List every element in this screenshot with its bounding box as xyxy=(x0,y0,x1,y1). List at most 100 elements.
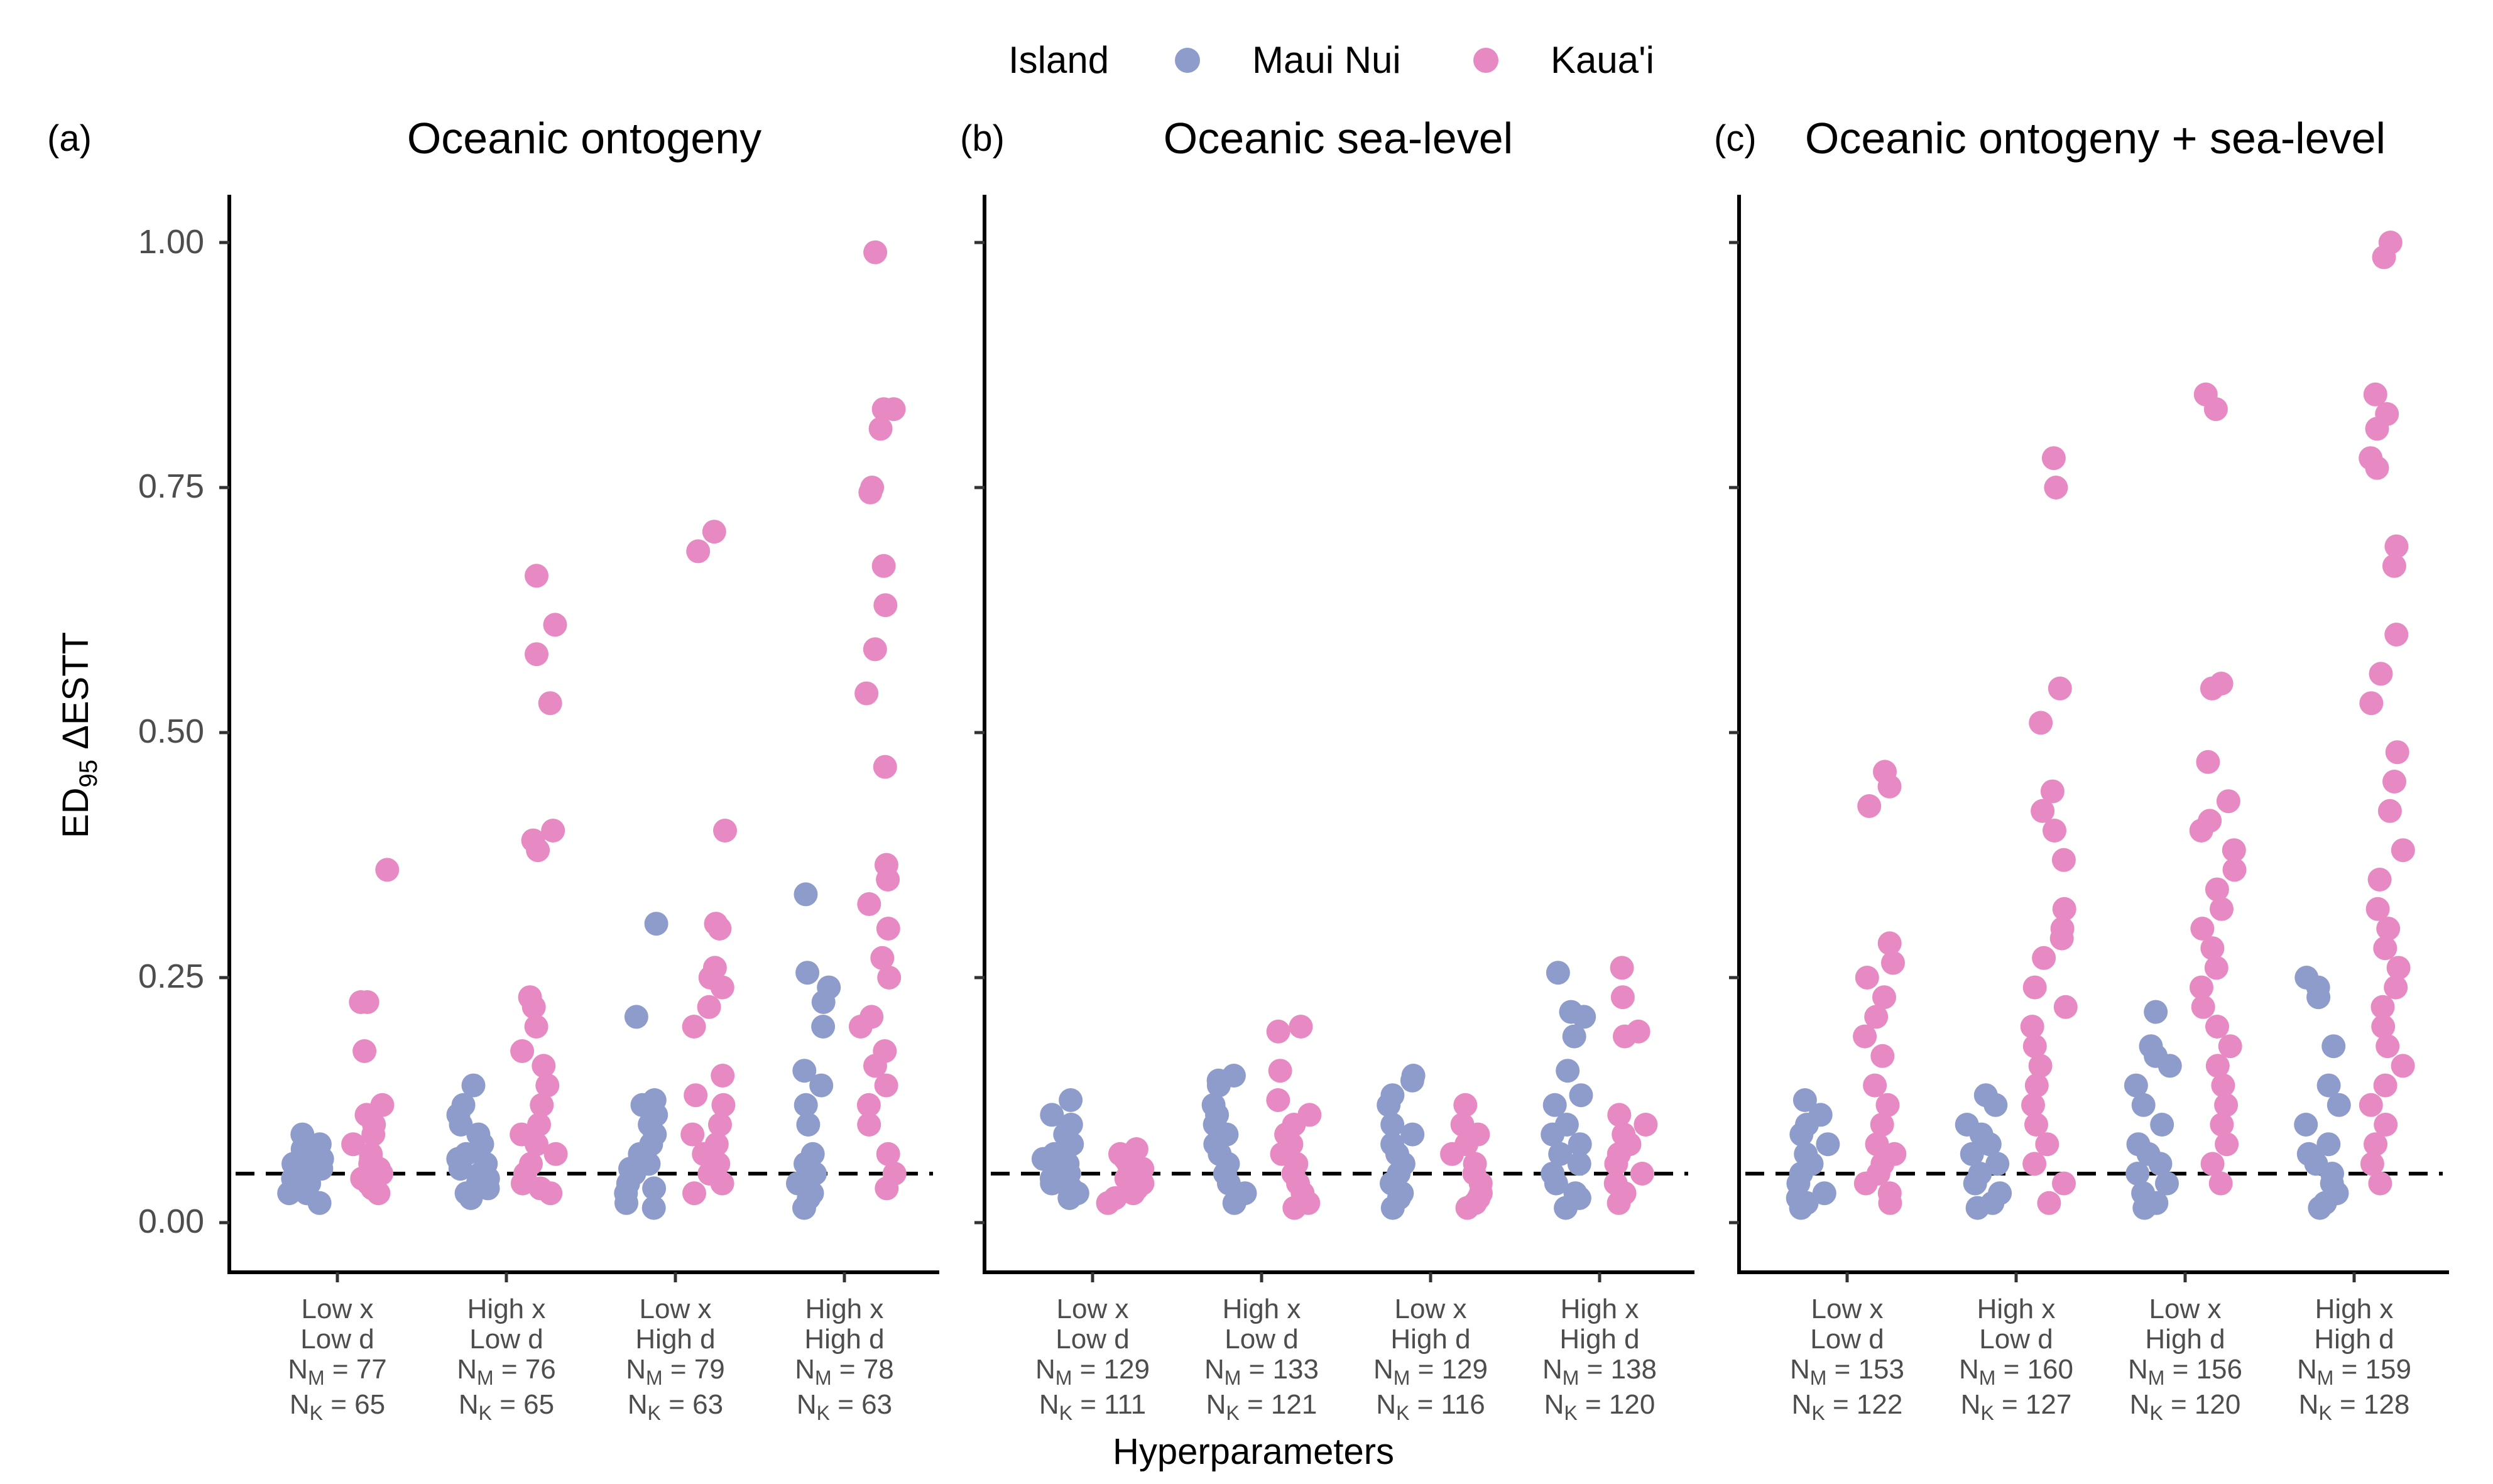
data-point-kauai xyxy=(2373,1073,2398,1098)
data-point-kauai xyxy=(541,819,565,843)
data-point-kauai xyxy=(521,828,545,853)
data-point-kauai xyxy=(1266,1088,1290,1112)
data-point-kauai xyxy=(2051,848,2076,872)
data-point-kauai xyxy=(1266,1019,1290,1044)
data-point-kauai xyxy=(532,1054,556,1078)
data-point-kauai xyxy=(2360,1152,2384,1176)
data-point-maui-nui xyxy=(800,1142,825,1166)
data-point-maui-nui xyxy=(1554,1113,1579,1137)
data-point-maui-nui xyxy=(1562,1024,1586,1049)
data-point-kauai xyxy=(2385,740,2409,765)
data-point-kauai xyxy=(713,819,737,843)
data-point-kauai xyxy=(1877,931,1902,956)
data-point-maui-nui xyxy=(307,1132,332,1157)
data-point-kauai xyxy=(2205,1054,2230,1078)
data-point-kauai xyxy=(1124,1137,1148,1161)
data-point-kauai xyxy=(684,1083,708,1108)
data-point-kauai xyxy=(543,613,567,637)
data-point-kauai xyxy=(2050,917,2075,941)
data-point-kauai xyxy=(1882,1142,1907,1166)
data-point-maui-nui xyxy=(1221,1064,1246,1088)
data-point-maui-nui xyxy=(809,1073,834,1098)
data-point-kauai xyxy=(2391,838,2415,863)
data-point-kauai xyxy=(2365,897,2390,921)
data-point-kauai xyxy=(2375,402,2399,426)
data-point-kauai xyxy=(525,564,548,588)
data-point-kauai xyxy=(871,554,896,578)
data-point-kauai xyxy=(2024,1113,2048,1137)
data-point-kauai xyxy=(2196,750,2220,774)
data-point-kauai xyxy=(2035,1132,2059,1157)
data-point-kauai xyxy=(2037,1191,2061,1215)
x-tick-label: Low x Low d xyxy=(300,1294,374,1355)
data-point-maui-nui xyxy=(1567,1152,1591,1176)
data-point-kauai xyxy=(1607,1103,1632,1127)
data-point-kauai xyxy=(2369,662,2393,686)
data-point-kauai xyxy=(711,1093,736,1117)
data-point-kauai xyxy=(2210,1113,2234,1137)
data-point-kauai xyxy=(2191,995,2215,1019)
data-point-kauai xyxy=(857,892,881,916)
data-point-kauai xyxy=(1626,1019,1650,1044)
x-tick-label-nm: NM = 138 xyxy=(1542,1354,1657,1389)
x-tick-label: High x Low d xyxy=(467,1294,546,1355)
data-point-maui-nui xyxy=(1400,1122,1425,1147)
y-tick-label: 0.25 xyxy=(138,958,204,995)
data-point-kauai xyxy=(519,1152,543,1176)
x-tick-label: High x High d xyxy=(804,1294,884,1355)
data-point-kauai xyxy=(2210,897,2234,921)
legend-swatch-maui-nui xyxy=(1175,48,1200,73)
x-tick-label-nk: NK = 120 xyxy=(2130,1389,2241,1424)
data-point-kauai xyxy=(2043,819,2066,843)
data-point-kauai xyxy=(538,691,562,716)
data-point-kauai xyxy=(2384,623,2409,647)
x-tick-label-nm: NM = 78 xyxy=(795,1354,894,1389)
panel-tag: (c) xyxy=(1714,118,1757,159)
data-point-kauai xyxy=(2020,1015,2044,1039)
x-tick-label-nk: NK = 65 xyxy=(290,1389,385,1424)
data-point-kauai xyxy=(2359,446,2383,471)
data-point-kauai xyxy=(2222,838,2246,863)
data-point-maui-nui xyxy=(2126,1132,2151,1157)
data-point-maui-nui xyxy=(474,1152,498,1176)
data-point-kauai xyxy=(874,1073,898,1098)
data-point-maui-nui xyxy=(1985,1152,2010,1176)
x-tick-label-nk: NK = 122 xyxy=(1792,1389,1903,1424)
data-point-maui-nui xyxy=(1542,1093,1567,1117)
data-point-maui-nui xyxy=(1816,1132,1840,1157)
data-point-kauai xyxy=(868,417,893,441)
data-point-kauai xyxy=(2193,382,2218,406)
data-point-kauai xyxy=(349,990,373,1014)
data-point-kauai xyxy=(1450,1113,1475,1137)
data-point-kauai xyxy=(704,1132,729,1157)
data-point-maui-nui xyxy=(1040,1103,1064,1127)
y-tick-labels: 0.00 0.25 0.50 0.75 1.00 xyxy=(138,223,204,1240)
data-point-maui-nui xyxy=(2144,1000,2168,1024)
data-point-maui-nui xyxy=(624,1005,648,1029)
x-axis-title: Hyperparameters xyxy=(1113,1431,1394,1472)
data-point-kauai xyxy=(2363,382,2387,406)
data-point-kauai xyxy=(876,1142,900,1166)
data-point-kauai xyxy=(1103,1186,1127,1210)
legend-label-kauai: Kaua'i xyxy=(1551,39,1654,81)
data-point-kauai xyxy=(352,1039,377,1063)
data-point-maui-nui xyxy=(644,912,668,936)
data-point-maui-nui xyxy=(642,1088,667,1112)
data-point-kauai xyxy=(2382,554,2406,578)
data-point-maui-nui xyxy=(1059,1088,1083,1112)
data-point-kauai xyxy=(856,1093,881,1117)
data-point-kauai xyxy=(874,853,898,877)
data-point-maui-nui xyxy=(1201,1093,1226,1117)
data-point-maui-nui xyxy=(1955,1113,1979,1137)
data-point-kauai xyxy=(518,985,542,1010)
data-point-kauai xyxy=(1870,1113,1894,1137)
data-point-maui-nui xyxy=(2316,1132,2341,1157)
data-point-kauai xyxy=(2021,1093,2045,1117)
data-point-maui-nui xyxy=(642,1176,667,1201)
data-point-kauai xyxy=(2216,789,2240,814)
data-point-kauai xyxy=(682,1181,706,1206)
data-point-maui-nui xyxy=(1973,1083,1998,1108)
